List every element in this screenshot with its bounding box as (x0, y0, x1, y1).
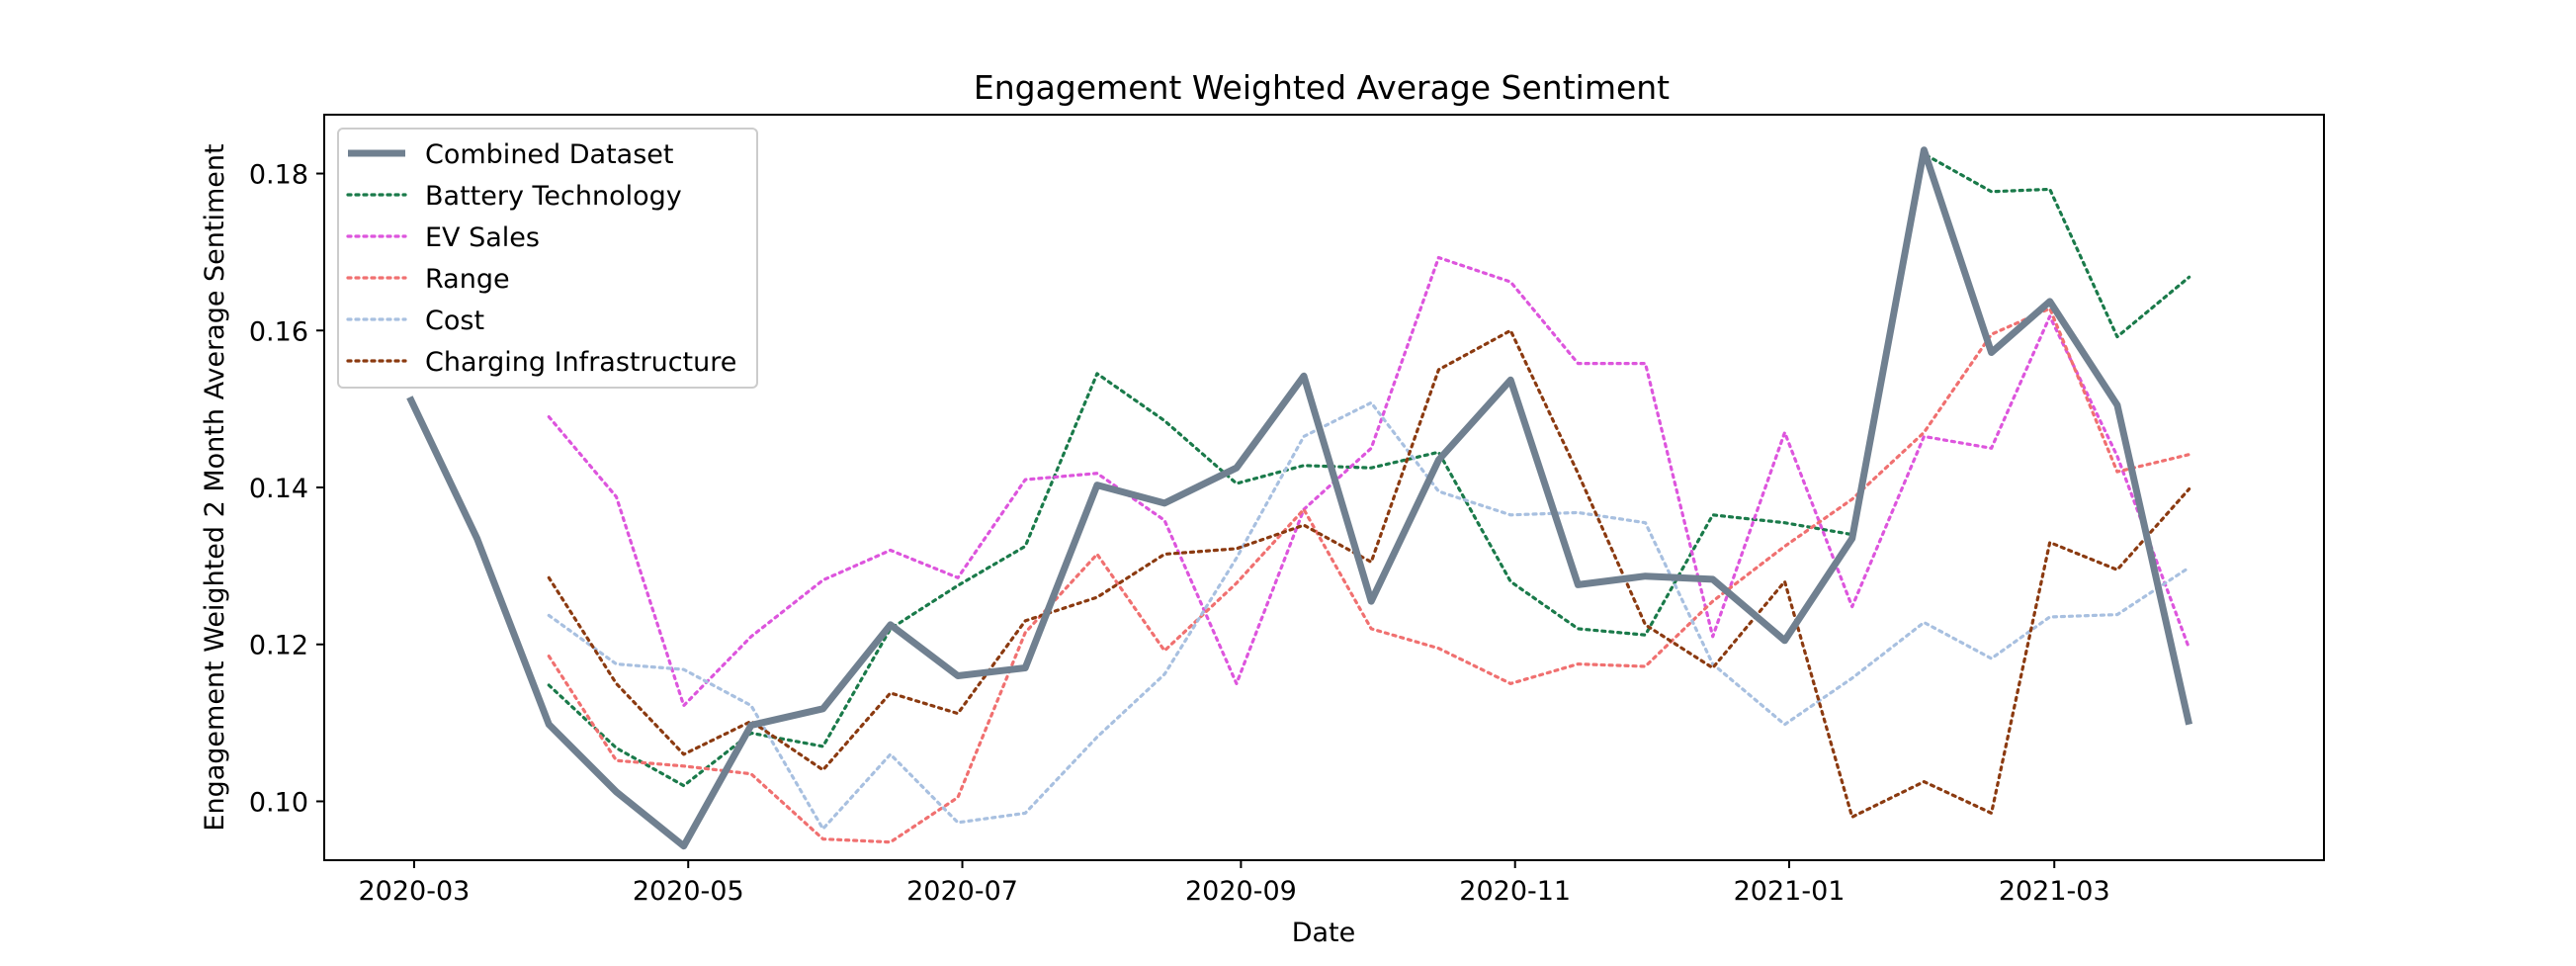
series-line-charging-infrastructure (547, 328, 2191, 819)
series-line-range (547, 307, 2191, 844)
series-line-ev-sales (547, 255, 2191, 708)
x-tick-label: 2020-11 (1459, 876, 1571, 907)
legend-label-battery-technology: Battery Technology (425, 181, 682, 212)
legend-label-combined-dataset: Combined Dataset (425, 139, 674, 170)
legend-label-range: Range (425, 264, 510, 295)
plot-area (406, 146, 2193, 850)
x-tick-label: 2021-01 (1734, 876, 1846, 907)
x-tick-label: 2020-03 (359, 876, 471, 907)
x-axis-label: Date (1292, 918, 1356, 948)
legend-label-charging-infrastructure: Charging Infrastructure (425, 347, 736, 378)
x-tick-label: 2020-07 (906, 876, 1018, 907)
x-axis: 2020-03 2020-05 2020-07 2020-09 2020-11 2021-… (359, 860, 2110, 907)
x-tick-label: 2020-05 (633, 876, 744, 907)
legend-label-ev-sales: EV Sales (425, 222, 540, 253)
y-tick-label: 0.16 (249, 316, 308, 347)
series-line-cost (547, 400, 2191, 831)
x-tick-label: 2020-09 (1185, 876, 1297, 907)
y-tick-label: 0.12 (249, 631, 308, 661)
legend-box (337, 128, 758, 389)
legend-label-cost: Cost (425, 306, 484, 336)
y-tick-label: 0.18 (249, 160, 308, 191)
x-tick-label: 2021-03 (1999, 876, 2110, 907)
y-tick-label: 0.14 (249, 474, 308, 504)
series-line-battery-technology (547, 152, 2191, 788)
series-line-combined-dataset (406, 146, 2193, 850)
y-tick-label: 0.10 (249, 787, 308, 818)
y-axis-label: Engagement Weighted 2 Month Average Sent… (200, 143, 230, 831)
y-axis: 0.10 0.12 0.14 0.16 0.18 (249, 160, 324, 818)
legend: Combined Dataset Battery Technology EV Sal… (337, 128, 758, 389)
chart-title: Engagement Weighted Average Sentiment (974, 68, 1670, 107)
